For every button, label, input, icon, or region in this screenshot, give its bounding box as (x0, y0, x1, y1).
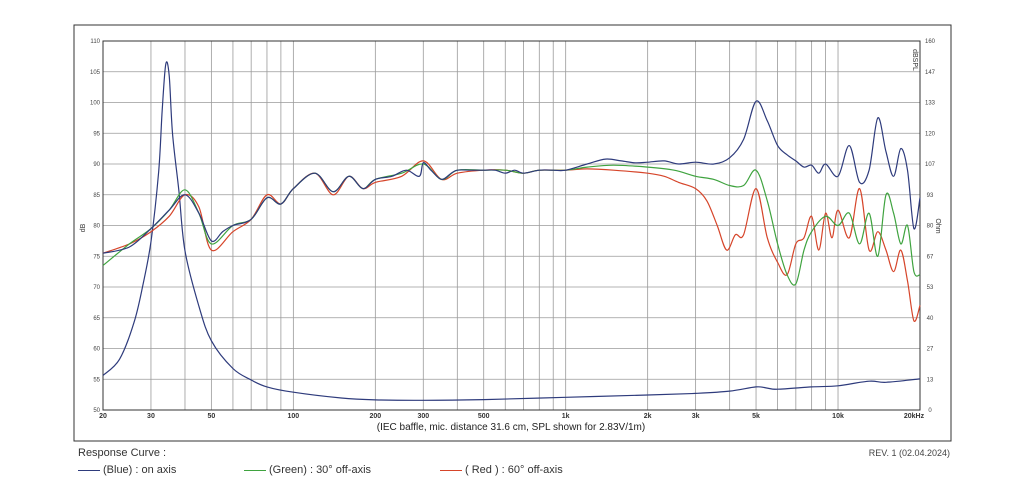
y2-tick-label: 27 (927, 347, 934, 353)
legend-item-blue: (Blue) : on axis (78, 464, 176, 476)
x-tick-label: 1k (562, 413, 570, 420)
y-tick-label: 65 (93, 316, 100, 322)
revision-note: REV. 1 (02.04.2024) (868, 448, 950, 458)
y-tick-label: 100 (90, 101, 101, 107)
y-tick-label: 70 (93, 285, 100, 291)
y-tick-label: 85 (93, 193, 100, 199)
y2-axis-ticks: 0 13 27 40 53 67 80 93 107 120 133 147 160 (925, 39, 936, 414)
y2-tick-label: 13 (927, 377, 934, 383)
x-tick-label: 200 (369, 413, 381, 420)
y-tick-label: 110 (90, 39, 100, 45)
x-tick-label: 30 (147, 413, 155, 420)
legend: Response Curve : (Blue) : on axis (Green… (78, 447, 968, 487)
impedance-line (102, 61, 921, 401)
legend-swatch-blue (78, 469, 100, 471)
y-tick-label: 90 (93, 162, 100, 168)
y2-tick-label: 80 (927, 224, 934, 230)
corner-label: dBSPL (911, 49, 918, 71)
legend-item-red: ( Red ) : 60° off-axis (440, 464, 563, 476)
grid (103, 41, 920, 410)
y2-axis-label: Ohm (934, 218, 941, 233)
y-tick-label: 80 (93, 224, 100, 230)
outer-frame (73, 24, 952, 442)
x-tick-label: 5k (752, 413, 760, 420)
x-tick-label: 10k (832, 413, 844, 420)
series-lines (102, 61, 921, 401)
plot-border (102, 40, 921, 411)
x-axis-ticks: 20 30 50 100 200 300 500 1k 2k 3k 5k 10k 20kHz (99, 413, 925, 420)
x-tick-label: 2k (644, 413, 652, 420)
x-tick-label: 3k (692, 413, 700, 420)
y2-tick-label: 93 (927, 193, 934, 199)
x-tick-label: 500 (478, 413, 490, 420)
y-tick-label: 50 (93, 408, 100, 414)
x-axis-caption: (IEC baffle, mic. distance 31.6 cm, SPL … (377, 422, 645, 433)
y-tick-label: 95 (93, 131, 100, 137)
y2-tick-label: 53 (927, 285, 934, 291)
y-tick-label: 75 (93, 254, 100, 260)
y2-tick-label: 160 (925, 39, 936, 45)
legend-item-green: (Green) : 30° off-axis (244, 464, 371, 476)
legend-swatch-red (440, 469, 462, 471)
red-60-line (102, 160, 921, 323)
legend-label-green: (Green) : 30° off-axis (269, 464, 372, 476)
legend-swatch-green (244, 469, 266, 471)
y2-tick-label: 40 (927, 316, 934, 322)
green-30-line (102, 163, 921, 286)
legend-label-blue: (Blue) : on axis (103, 464, 177, 476)
x-tick-label: 20 (99, 413, 107, 420)
y-axis-label: dB (80, 223, 87, 232)
y-axis-ticks: 50 55 60 65 70 75 80 85 90 95 100 105 110 (90, 39, 101, 414)
y2-tick-label: 107 (925, 162, 936, 168)
x-tick-label: 300 (417, 413, 429, 420)
y-tick-label: 55 (93, 377, 100, 383)
legend-title: Response Curve : (78, 447, 167, 459)
x-tick-label: 50 (207, 413, 215, 420)
legend-label-red: ( Red ) : 60° off-axis (465, 464, 563, 476)
x-tick-label: 100 (288, 413, 300, 420)
blue-on-axis-line (102, 100, 921, 254)
y2-tick-label: 133 (925, 101, 936, 107)
y2-tick-label: 0 (928, 408, 932, 414)
y-tick-label: 60 (93, 347, 100, 353)
y2-tick-label: 67 (927, 254, 934, 260)
y2-tick-label: 120 (925, 131, 936, 137)
x-tick-label: 20kHz (904, 413, 925, 420)
y-tick-label: 105 (90, 70, 101, 76)
y2-tick-label: 147 (925, 70, 936, 76)
